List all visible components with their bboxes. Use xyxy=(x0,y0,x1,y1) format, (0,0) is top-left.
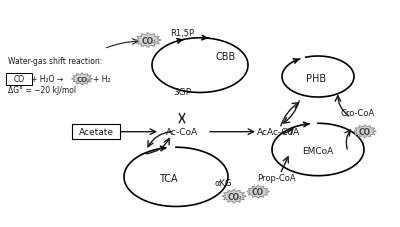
Text: CO: CO xyxy=(252,187,264,196)
Text: + H₂: + H₂ xyxy=(93,75,111,84)
Text: CO: CO xyxy=(14,75,25,84)
Text: ₂: ₂ xyxy=(153,39,155,44)
Text: ₂: ₂ xyxy=(87,77,89,82)
Polygon shape xyxy=(247,185,269,198)
Text: Ac-CoA: Ac-CoA xyxy=(166,128,198,137)
Text: AcAc-CoA: AcAc-CoA xyxy=(256,128,300,137)
Text: ₂: ₂ xyxy=(238,194,241,199)
Text: CO: CO xyxy=(142,36,154,45)
Text: + H₂O →: + H₂O → xyxy=(31,75,64,84)
Text: 3GP: 3GP xyxy=(173,87,191,96)
Text: αKG: αKG xyxy=(214,178,232,187)
Text: CBB: CBB xyxy=(216,52,236,62)
Text: R1,5P: R1,5P xyxy=(170,28,194,37)
FancyBboxPatch shape xyxy=(6,74,32,85)
FancyBboxPatch shape xyxy=(72,125,120,140)
Polygon shape xyxy=(354,125,376,138)
Text: PHB: PHB xyxy=(306,73,326,83)
Text: Acetate: Acetate xyxy=(78,128,114,137)
Text: CO: CO xyxy=(76,76,88,82)
Polygon shape xyxy=(222,190,246,203)
Text: EMCoA: EMCoA xyxy=(302,146,334,155)
Text: Cro-CoA: Cro-CoA xyxy=(341,109,375,118)
Polygon shape xyxy=(72,74,92,85)
Polygon shape xyxy=(135,34,161,48)
Text: Prop-CoA: Prop-CoA xyxy=(258,174,296,183)
Text: ΔG° = −20 kJ/mol: ΔG° = −20 kJ/mol xyxy=(8,85,76,94)
Text: CO: CO xyxy=(359,127,371,136)
Text: Water-gas shift reaction:: Water-gas shift reaction: xyxy=(8,57,102,66)
Text: CO: CO xyxy=(228,192,240,201)
Text: TCA: TCA xyxy=(159,173,177,183)
